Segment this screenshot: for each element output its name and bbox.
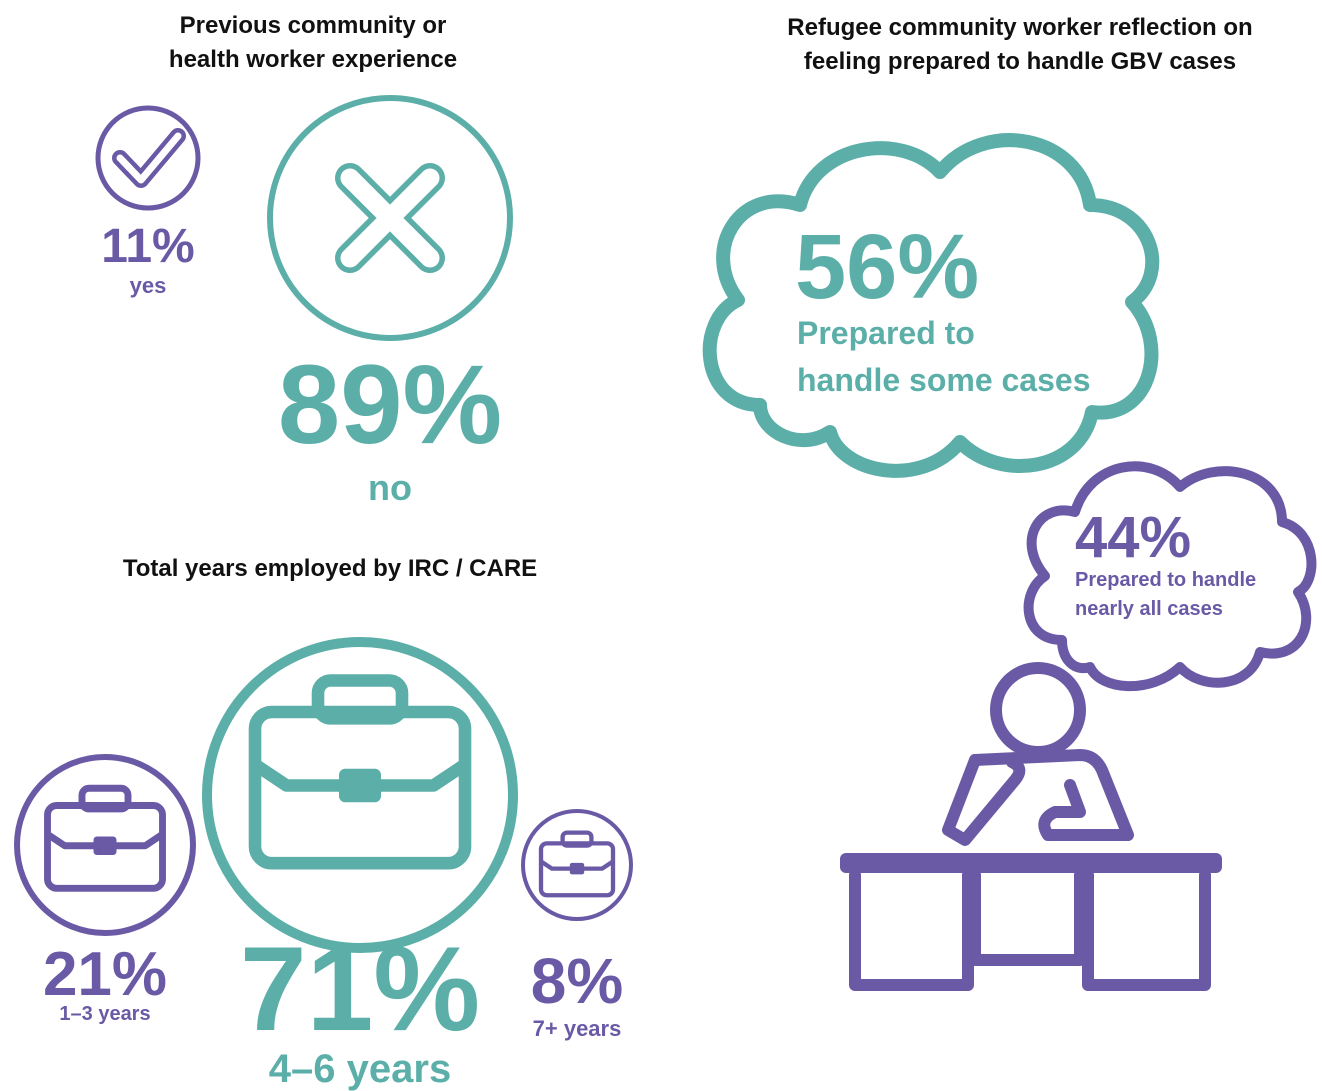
- percent-label: Prepared to handle: [1075, 569, 1256, 591]
- page: Previous community or health worker expe…: [0, 0, 1322, 1091]
- percent-label: yes: [130, 273, 167, 298]
- section-title: Previous community or: [180, 12, 447, 39]
- percent: 11%: [101, 220, 194, 273]
- briefcase-icon: [255, 681, 465, 864]
- percent-label: 4–6 years: [269, 1047, 451, 1091]
- section-title: health worker experience: [169, 46, 457, 73]
- percent: 71%: [240, 922, 480, 1056]
- section-title: feeling prepared to handle GBV cases: [804, 48, 1236, 75]
- percent-label: 7+ years: [533, 1016, 622, 1041]
- desk-top: [840, 853, 1222, 873]
- briefcase-icon: [541, 833, 613, 896]
- percent: 21%: [43, 940, 167, 1009]
- percent: 44%: [1075, 505, 1191, 570]
- percent-label: no: [368, 467, 412, 508]
- section-title: Refugee community worker reflection on: [787, 14, 1252, 41]
- x-icon: [350, 178, 430, 258]
- percent: 89%: [278, 342, 502, 467]
- percent-label: 1–3 years: [59, 1003, 150, 1025]
- section-title: Total years employed by IRC / CARE: [123, 555, 537, 582]
- infographic: Previous community or health worker expe…: [0, 0, 1322, 1091]
- person-at-desk: [855, 668, 1205, 985]
- percent-label: Prepared to: [797, 315, 975, 351]
- percent: 8%: [531, 945, 624, 1017]
- percent-label: nearly all cases: [1075, 598, 1223, 620]
- briefcase-icon: [48, 788, 163, 888]
- percent-label: handle some cases: [797, 362, 1090, 398]
- percent: 56%: [795, 216, 979, 318]
